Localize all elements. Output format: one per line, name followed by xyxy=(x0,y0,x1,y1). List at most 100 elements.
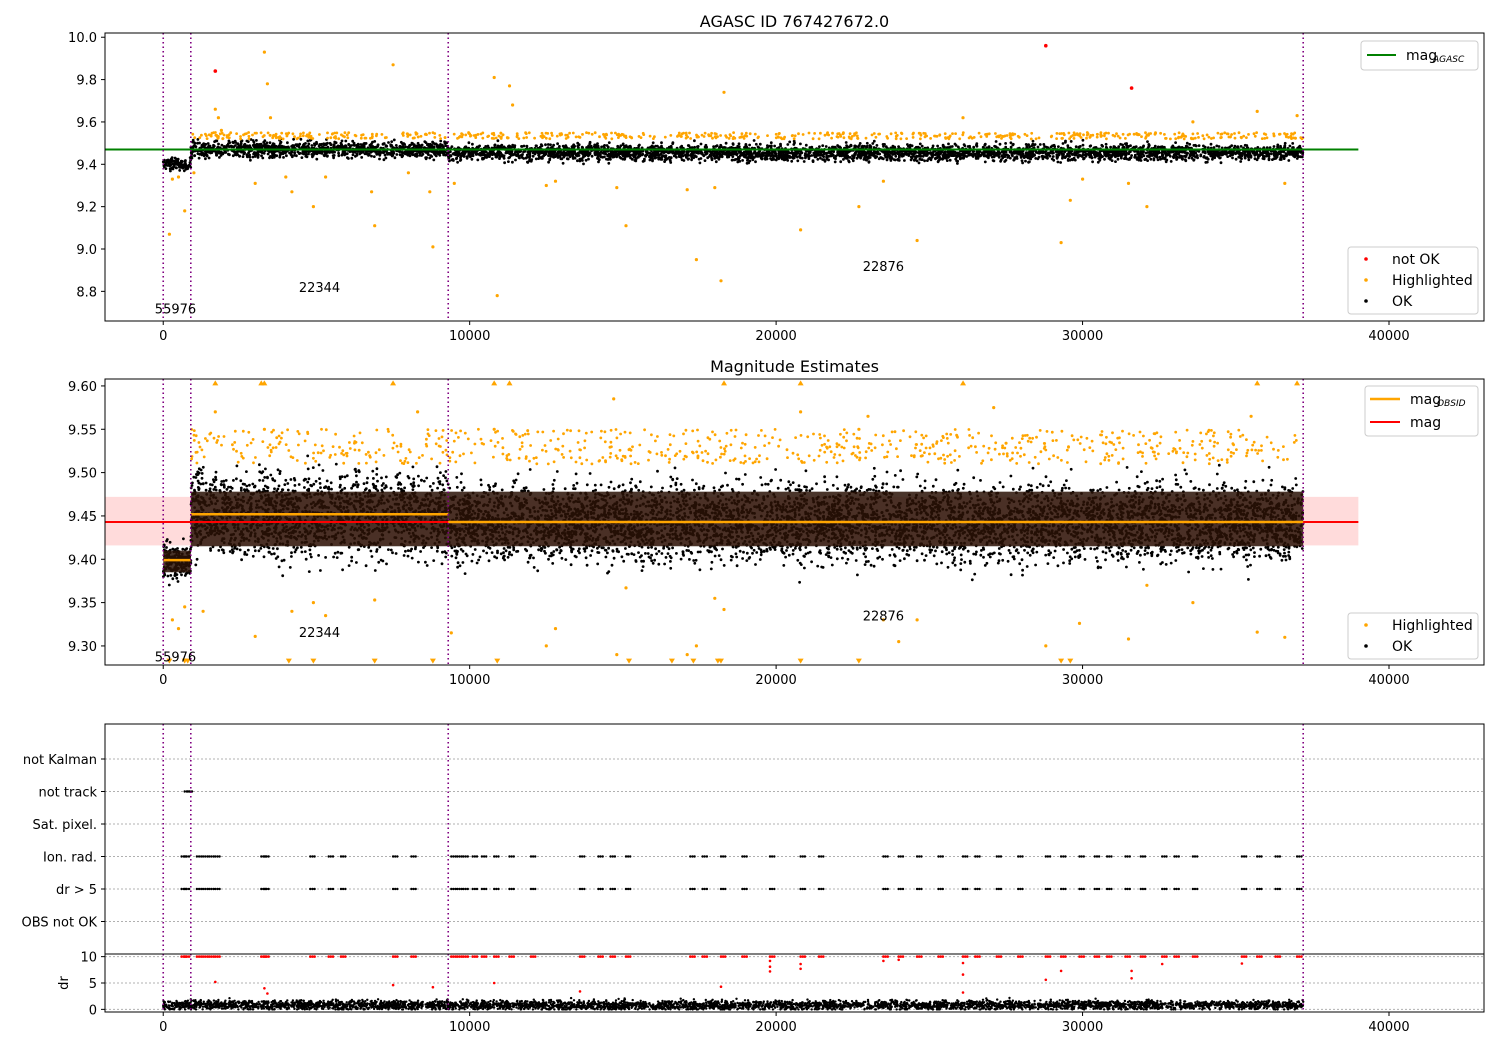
ok-point xyxy=(741,151,745,155)
ok-point xyxy=(326,141,329,145)
highlighted-point xyxy=(492,137,496,140)
ok-point xyxy=(1066,144,1070,148)
ok-point xyxy=(919,155,923,158)
ok-point xyxy=(992,159,996,163)
ok-point xyxy=(525,144,529,148)
ok-point xyxy=(1292,154,1295,158)
ok-point xyxy=(546,143,550,146)
ok-point xyxy=(1100,143,1104,147)
ok-point xyxy=(718,145,722,149)
ok-point xyxy=(1037,151,1041,155)
ok-point xyxy=(856,145,860,149)
ok-point xyxy=(431,150,435,154)
highlighted-point xyxy=(933,134,936,138)
ok-point xyxy=(245,153,249,157)
ok-point xyxy=(544,143,547,147)
ok-point xyxy=(1214,150,1217,153)
ok-point xyxy=(829,153,833,157)
ok-point xyxy=(351,153,355,157)
ok-point xyxy=(1036,145,1040,149)
highlighted-point xyxy=(850,135,854,138)
ok-point xyxy=(710,151,713,155)
ok-point xyxy=(1261,157,1265,160)
ok-point xyxy=(891,144,895,148)
ok-point xyxy=(1259,151,1262,155)
ok-point xyxy=(853,154,856,158)
ok-point xyxy=(588,142,592,146)
ok-point xyxy=(278,155,282,159)
ok-point xyxy=(308,139,312,142)
ok-point xyxy=(660,151,664,154)
ok-point xyxy=(174,166,178,170)
ok-point xyxy=(599,153,602,157)
ok-point xyxy=(526,161,530,164)
ok-point xyxy=(763,151,766,155)
ok-point xyxy=(769,141,773,145)
ok-point xyxy=(378,153,382,157)
ok-point xyxy=(552,143,555,147)
highlighted-point xyxy=(1025,134,1029,138)
highlighted-point xyxy=(578,136,582,139)
ok-point xyxy=(617,152,621,156)
ok-point xyxy=(744,143,748,146)
ok-point xyxy=(1072,157,1076,161)
ok-point xyxy=(1114,160,1117,164)
highlighted-point xyxy=(831,131,834,135)
ok-point xyxy=(784,150,788,154)
ok-point xyxy=(896,151,900,155)
ok-point xyxy=(247,151,251,155)
highlighted-point xyxy=(807,131,811,135)
ok-point xyxy=(346,156,349,160)
ok-point xyxy=(503,161,506,165)
ok-point xyxy=(823,159,827,163)
ok-point xyxy=(1011,142,1015,146)
ok-point xyxy=(1004,142,1007,145)
ok-point xyxy=(439,139,443,143)
ok-point xyxy=(661,154,664,158)
ok-point xyxy=(1279,144,1282,148)
ok-point xyxy=(720,150,724,154)
highlighted-point xyxy=(663,135,667,139)
ok-point xyxy=(1150,154,1154,157)
ok-point xyxy=(1233,144,1237,148)
ok-point xyxy=(920,144,924,148)
ok-point xyxy=(1216,152,1220,155)
ok-point xyxy=(238,145,242,149)
ok-point xyxy=(1165,153,1169,157)
ok-point xyxy=(1028,160,1031,164)
ok-point xyxy=(597,158,601,162)
highlighted-point xyxy=(205,137,209,141)
highlighted-point xyxy=(1197,136,1200,139)
ok-point xyxy=(844,141,848,144)
ok-point xyxy=(777,151,781,155)
ok-point xyxy=(754,160,757,164)
ok-point xyxy=(898,154,901,158)
ok-point xyxy=(733,150,737,154)
ok-point xyxy=(736,160,740,164)
ok-point xyxy=(996,152,1000,156)
ok-point xyxy=(637,153,641,157)
ok-point xyxy=(169,169,172,173)
ok-point xyxy=(578,159,582,163)
ok-point xyxy=(462,155,466,158)
ok-point xyxy=(348,150,352,154)
ok-point xyxy=(912,153,915,156)
ok-point xyxy=(607,161,611,165)
ok-point xyxy=(543,153,546,157)
ok-point xyxy=(1122,152,1126,156)
ok-point xyxy=(290,145,293,148)
ok-point xyxy=(245,139,249,143)
ok-point xyxy=(611,151,615,155)
ok-point xyxy=(392,138,396,142)
ok-point xyxy=(340,153,344,157)
ok-point xyxy=(760,157,764,161)
highlighted-point xyxy=(1177,131,1181,135)
highlighted-point xyxy=(652,137,655,141)
ok-point xyxy=(1034,151,1038,154)
ok-point xyxy=(518,156,521,160)
ok-point xyxy=(582,162,585,166)
highlighted-point xyxy=(360,133,363,137)
ok-point xyxy=(706,156,710,160)
ok-point xyxy=(1237,152,1240,155)
ok-point xyxy=(619,156,623,160)
